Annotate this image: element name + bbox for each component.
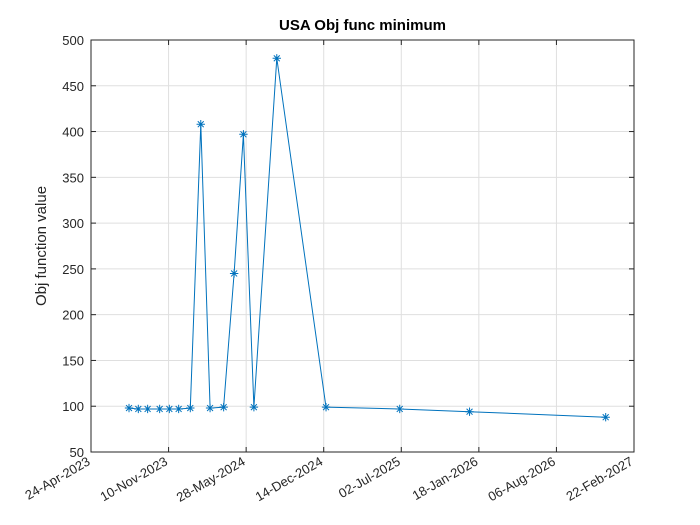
y-tick-label: 50 (70, 445, 84, 460)
data-point-marker (155, 404, 164, 414)
y-tick-label: 300 (62, 216, 84, 231)
data-point-marker (272, 54, 281, 63)
data-point-marker (465, 407, 474, 416)
data-point-marker (165, 404, 174, 414)
data-point-marker (174, 404, 183, 414)
y-tick-label: 250 (62, 262, 84, 277)
data-point-marker (205, 403, 215, 413)
y-axis-label: Obj function value (33, 186, 50, 306)
data-point-marker (239, 130, 248, 139)
data-point-marker (124, 403, 134, 413)
data-point-marker (219, 402, 228, 412)
y-axis: 50 100 150 200 250 300 350 400 450 500 (62, 33, 634, 460)
y-tick-label: 200 (62, 308, 84, 323)
grid (91, 40, 634, 452)
y-tick-label: 450 (62, 79, 84, 94)
y-tick-label: 150 (62, 353, 84, 368)
data-point-marker (134, 404, 143, 414)
data-point-marker (186, 403, 195, 413)
y-tick-label: 500 (62, 33, 84, 48)
data-point-marker (196, 120, 205, 129)
data-point-marker (395, 404, 404, 414)
y-tick-label: 400 (62, 125, 84, 140)
chart-title: USA Obj func minimum (279, 17, 446, 34)
data-point-marker (249, 402, 259, 412)
y-tick-label: 350 (62, 170, 84, 185)
data-point-marker (229, 269, 239, 278)
data-point-marker (321, 402, 331, 412)
series-line-group (124, 54, 610, 422)
plot-area-frame (90, 39, 635, 453)
data-point-marker (143, 404, 152, 414)
data-point-marker (601, 413, 610, 422)
y-tick-label: 100 (62, 399, 84, 414)
